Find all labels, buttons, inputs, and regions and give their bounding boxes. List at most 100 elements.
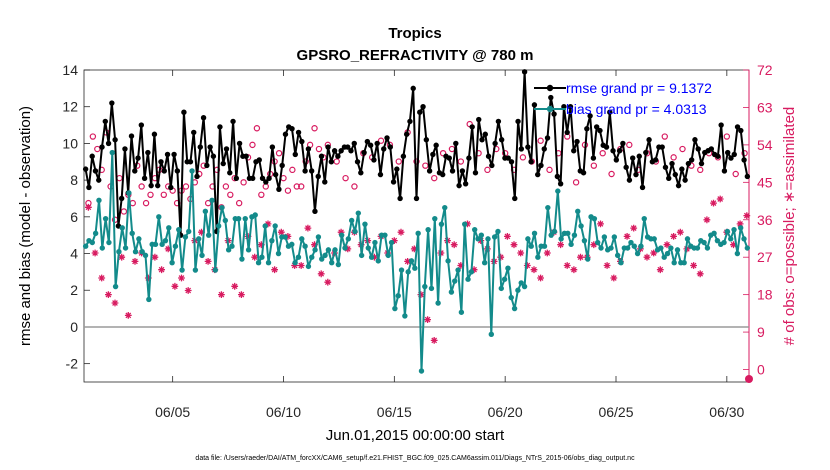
rmse-point [459, 168, 466, 174]
bias-point [402, 313, 408, 319]
rmse-point [338, 148, 344, 154]
bias-point [269, 237, 275, 244]
rmse-point [417, 109, 423, 115]
rmse-point [345, 144, 351, 150]
assimilated-obs-point [417, 291, 425, 298]
assimilated-obs-point [371, 253, 378, 261]
rmse-point [469, 124, 475, 130]
rmse-point [721, 168, 728, 174]
bias-point [521, 283, 528, 290]
assimilated-obs-point [457, 262, 465, 269]
bias-point [252, 212, 258, 218]
rmse-point [197, 144, 203, 150]
bias-point [478, 232, 485, 238]
y-axis-right: 0 9 18 27 36 45 54 63 72 [743, 62, 773, 382]
rmse-point [299, 138, 305, 145]
bias-point [471, 226, 478, 233]
bias-point [465, 276, 471, 282]
possible-obs-point [661, 133, 668, 140]
bias-point [651, 236, 657, 242]
legend-bias-label: bias grand pr = 4.0313 [566, 101, 707, 117]
bias-point [721, 239, 727, 246]
y-tick-right-label: 54 [757, 137, 773, 153]
assimilated-obs-point [643, 253, 651, 261]
assimilated-obs-point [178, 274, 185, 282]
rmse-point [295, 129, 302, 136]
assimilated-obs-point [716, 195, 724, 203]
bias-point [744, 245, 751, 251]
y-tick-right-label: 0 [757, 362, 765, 378]
bias-point [452, 278, 458, 284]
rmse-point [682, 177, 688, 183]
bias-point [664, 250, 671, 257]
assimilated-obs-point [390, 237, 398, 244]
rmse-point [456, 182, 462, 189]
possible-obs-point [395, 158, 402, 165]
rmse-point [734, 124, 741, 130]
rmse-point [613, 157, 620, 163]
bias-point [222, 217, 229, 224]
assimilated-obs-point [690, 262, 697, 269]
rmse-point [410, 85, 416, 92]
assimilated-obs-point [676, 228, 684, 236]
rmse-point [659, 144, 665, 150]
bias-point [82, 243, 89, 249]
rmse-point [171, 151, 177, 158]
bias-point [102, 215, 109, 222]
x-tick-label: 06/05 [155, 404, 190, 420]
assimilated-obs-point [257, 241, 265, 249]
rmse-point [462, 181, 469, 187]
rmse-point [636, 153, 642, 159]
assimilated-obs-point [537, 274, 544, 282]
rmse-point [233, 175, 240, 181]
rmse-point [440, 171, 446, 178]
bias-point [628, 239, 634, 246]
bias-point [595, 239, 601, 246]
rmse-point [643, 149, 649, 156]
bias-point [242, 215, 248, 222]
legend-bias-marker [546, 105, 554, 113]
bias-point [498, 285, 504, 292]
rmse-point [688, 157, 695, 163]
rmse-point [479, 137, 485, 143]
possible-obs-point [377, 137, 385, 144]
rmse-point [744, 173, 751, 180]
possible-obs-point [94, 145, 101, 153]
bias-point [448, 289, 455, 295]
rmse-point [377, 171, 384, 178]
rmse-point [328, 159, 335, 165]
rmse-point [597, 127, 603, 134]
chart-title: Tropics [388, 25, 441, 42]
bias-point [156, 214, 162, 220]
rmse-point [472, 170, 479, 176]
assimilated-obs-point [696, 270, 704, 278]
x-tick-label: 06/30 [709, 404, 744, 420]
rmse-point [544, 135, 551, 141]
bias-point [611, 234, 618, 240]
bias-point [571, 232, 578, 238]
bias-point [146, 296, 152, 303]
bias-point [408, 258, 415, 264]
rmse-point [482, 131, 488, 137]
rmse-point [263, 179, 269, 185]
bias-point [106, 239, 112, 246]
rmse-point [574, 138, 580, 145]
bias-point [239, 256, 245, 262]
bias-point [728, 236, 734, 242]
bias-point [259, 254, 265, 260]
bias-point [292, 260, 298, 266]
assimilated-obs-point [730, 241, 737, 249]
bias-point [319, 256, 325, 262]
rmse-point [279, 162, 285, 169]
rmse-point [161, 168, 167, 174]
bias-point [295, 254, 302, 260]
assimilated-obs-point [164, 245, 172, 253]
assimilated-obs-point [171, 282, 179, 290]
bias-point [442, 204, 448, 211]
bias-point [714, 237, 721, 244]
rmse-point [403, 131, 410, 137]
assimilated-obs-point [590, 241, 598, 249]
possible-obs-point [89, 133, 97, 140]
assimilated-obs-point [91, 249, 99, 257]
bias-point [315, 234, 322, 240]
